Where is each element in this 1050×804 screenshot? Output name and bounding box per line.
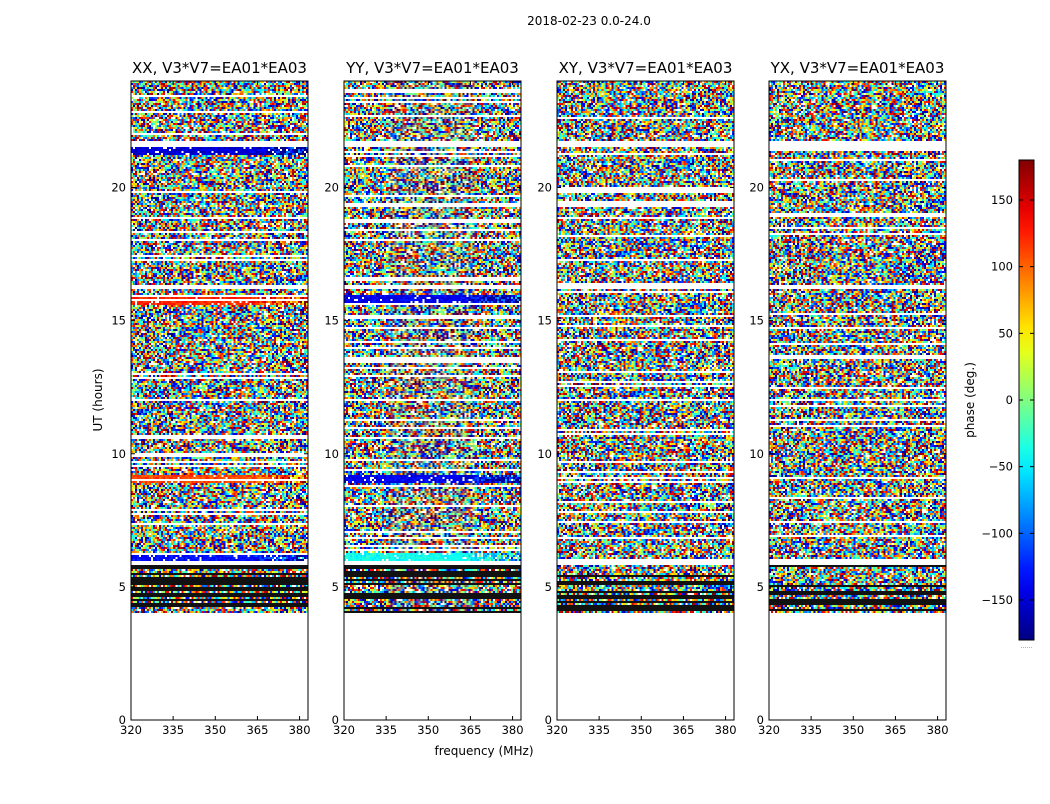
axes-frame: [343, 80, 522, 721]
y-tick-label: 0: [119, 713, 126, 727]
colorbar-label: phase (deg.): [963, 362, 977, 438]
y-tick-label: 10: [749, 447, 764, 461]
x-tick-label: 380: [502, 723, 524, 737]
heatmap-image: [344, 81, 521, 720]
y-tick-label: 5: [119, 580, 126, 594]
heatmap-image: [557, 81, 734, 720]
colorbar: −150 −100 −50 0 50 100 150 phase (deg.)......: [963, 159, 1035, 650]
y-tick-label: 5: [757, 580, 764, 594]
x-tick-label: 320: [120, 723, 142, 737]
panel-xy: XY, V3*V7=EA01*EA03 320 335 350 365 380 0 5 10 15…: [537, 59, 736, 737]
y-tick-label: 5: [545, 580, 552, 594]
x-tick-label: 350: [630, 723, 652, 737]
x-tick-label: 335: [162, 723, 184, 737]
heatmap-image: [769, 81, 946, 720]
axes-frame: [768, 80, 947, 721]
x-tick-label: 365: [884, 723, 906, 737]
x-tick-label: 365: [672, 723, 694, 737]
y-axis-label: UT (hours): [91, 368, 105, 431]
x-tick-label: 350: [842, 723, 864, 737]
colorbar-tick-label: −50: [989, 460, 1013, 474]
x-tick-label: 380: [927, 723, 949, 737]
y-tick-label: 15: [324, 314, 339, 328]
x-tick-label: 320: [758, 723, 780, 737]
x-tick-label: 350: [204, 723, 226, 737]
x-tick-label: 320: [546, 723, 568, 737]
colorbar-tick-label: −150: [981, 593, 1013, 607]
x-tick-label: 335: [800, 723, 822, 737]
x-axis-label: frequency (MHz): [434, 744, 533, 758]
axes-frame: [130, 80, 309, 721]
figure-title: 2018-02-23 0.0-24.0: [527, 14, 651, 28]
panel-title: YY, V3*V7=EA01*EA03: [345, 59, 519, 77]
colorbar-tick-label: −100: [981, 526, 1013, 540]
panel-yx: YX, V3*V7=EA01*EA03 320 335 350 365 380 0 5 10 15…: [749, 59, 948, 737]
panel-yy: YY, V3*V7=EA01*EA03 320 335 350 365 380 0 5 10 15…: [324, 59, 523, 737]
y-tick-label: 0: [332, 713, 339, 727]
colorbar-tick-label: 100: [991, 260, 1013, 274]
colorbar-tick-label: 50: [998, 326, 1013, 340]
y-tick-label: 5: [332, 580, 339, 594]
y-tick-label: 10: [111, 447, 126, 461]
x-tick-label: 380: [715, 723, 737, 737]
x-tick-label: 365: [246, 723, 268, 737]
x-tick-label: 320: [333, 723, 355, 737]
y-tick-label: 15: [111, 314, 126, 328]
y-tick-label: 15: [537, 314, 552, 328]
y-tick-label: 20: [749, 181, 764, 195]
y-tick-label: 20: [111, 181, 126, 195]
x-tick-label: 335: [588, 723, 610, 737]
y-tick-label: 15: [749, 314, 764, 328]
colorbar-overflow-label: ......: [1021, 643, 1033, 650]
y-tick-label: 20: [537, 181, 552, 195]
heatmap-image: [131, 81, 308, 720]
x-tick-label: 350: [417, 723, 439, 737]
panel-title: XX, V3*V7=EA01*EA03: [132, 59, 307, 77]
x-tick-label: 365: [459, 723, 481, 737]
colorbar-tick-label: 150: [991, 193, 1013, 207]
y-tick-label: 0: [757, 713, 764, 727]
colorbar-tick-label: 0: [1006, 393, 1013, 407]
x-tick-label: 335: [375, 723, 397, 737]
panel-title: YX, V3*V7=EA01*EA03: [770, 59, 945, 77]
y-tick-label: 10: [324, 447, 339, 461]
panel-xx: XX, V3*V7=EA01*EA03 320 335 350 365 380 0 5 10 15…: [111, 59, 310, 737]
y-tick-label: 20: [324, 181, 339, 195]
panel-title: XY, V3*V7=EA01*EA03: [559, 59, 733, 77]
y-tick-label: 10: [537, 447, 552, 461]
axes-frame: [556, 80, 735, 721]
x-tick-label: 380: [289, 723, 311, 737]
y-tick-label: 0: [545, 713, 552, 727]
